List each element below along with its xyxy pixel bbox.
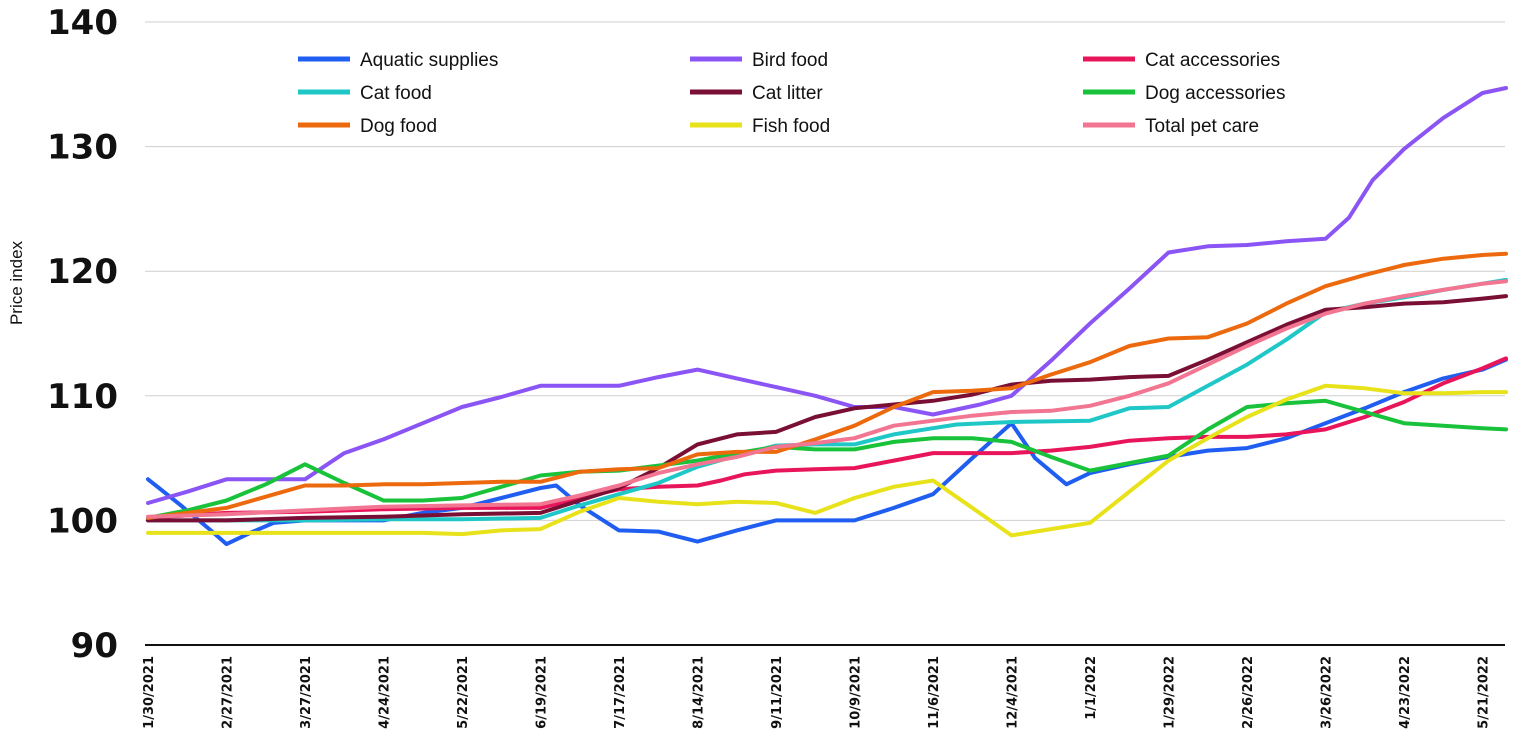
series-layer (146, 86, 1508, 547)
legend-item-bird-food: Bird food (690, 50, 828, 71)
series-line-dog-accessories (146, 398, 1508, 520)
x-tick-label: 1/30/2021 (142, 656, 157, 729)
legend-label: Total pet care (1145, 116, 1259, 137)
legend-label: Dog accessories (1145, 83, 1285, 104)
legend-label: Dog food (360, 116, 437, 137)
legend-item-cat-litter: Cat litter (690, 83, 823, 104)
legend-label: Bird food (752, 50, 828, 71)
legend-label: Cat food (360, 83, 432, 104)
legend-label: Aquatic supplies (360, 50, 498, 71)
series-line-cat-litter (146, 294, 1508, 523)
x-tick-label: 9/11/2021 (770, 656, 785, 729)
legend: Aquatic supplies Bird food Cat accessories… (298, 50, 1285, 137)
x-tick-label: 3/26/2022 (1320, 656, 1335, 729)
x-tick-label: 11/6/2021 (927, 656, 942, 729)
y-axis-label: Price index (7, 240, 26, 325)
legend-item-dog-accessories: Dog accessories (1083, 83, 1285, 104)
y-tick-label: 100 (47, 501, 118, 541)
legend-label: Fish food (752, 116, 830, 137)
x-tick-label: 10/9/2021 (849, 656, 864, 729)
legend-label: Cat accessories (1145, 50, 1280, 71)
y-tick-label: 130 (47, 128, 118, 168)
x-tick-label: 1/1/2022 (1084, 656, 1099, 720)
series-line-dog-food (146, 251, 1508, 520)
x-tick-label: 4/23/2022 (1398, 656, 1413, 729)
legend-item-total-pet-care: Total pet care (1083, 116, 1259, 137)
x-tick-label: 5/22/2021 (456, 656, 471, 729)
x-tick-label: 6/19/2021 (535, 656, 550, 729)
y-axis-ticks: 90 100 110 120 130 140 (47, 3, 118, 666)
x-tick-label: 1/29/2022 (1163, 656, 1178, 729)
legend-label: Cat litter (752, 83, 823, 104)
legend-item-cat-accessories: Cat accessories (1083, 50, 1280, 71)
x-tick-label: 5/21/2022 (1477, 656, 1492, 729)
x-tick-label: 2/26/2022 (1241, 656, 1256, 729)
x-tick-label: 3/27/2021 (299, 656, 314, 729)
x-tick-label: 2/27/2021 (221, 656, 236, 729)
series-line-fish-food (146, 383, 1508, 538)
y-tick-label: 90 (71, 626, 118, 666)
x-tick-label: 4/24/2021 (378, 656, 393, 729)
legend-item-fish-food: Fish food (690, 116, 830, 137)
x-tick-label: 12/4/2021 (1006, 656, 1021, 729)
y-tick-label: 140 (47, 3, 118, 43)
series-line-cat-accessories (146, 356, 1508, 520)
x-tick-label: 7/17/2021 (613, 656, 628, 729)
series-line-total-pet-care (146, 279, 1508, 519)
x-axis-ticks: 1/30/2021 2/27/2021 3/27/2021 4/24/2021 5/22… (142, 656, 1492, 729)
y-tick-label: 110 (47, 377, 118, 417)
legend-item-aquatic-supplies: Aquatic supplies (298, 50, 498, 71)
x-tick-label: 8/14/2021 (692, 656, 707, 729)
legend-item-dog-food: Dog food (298, 116, 437, 137)
legend-item-cat-food: Cat food (298, 83, 432, 104)
y-tick-label: 120 (47, 252, 118, 292)
